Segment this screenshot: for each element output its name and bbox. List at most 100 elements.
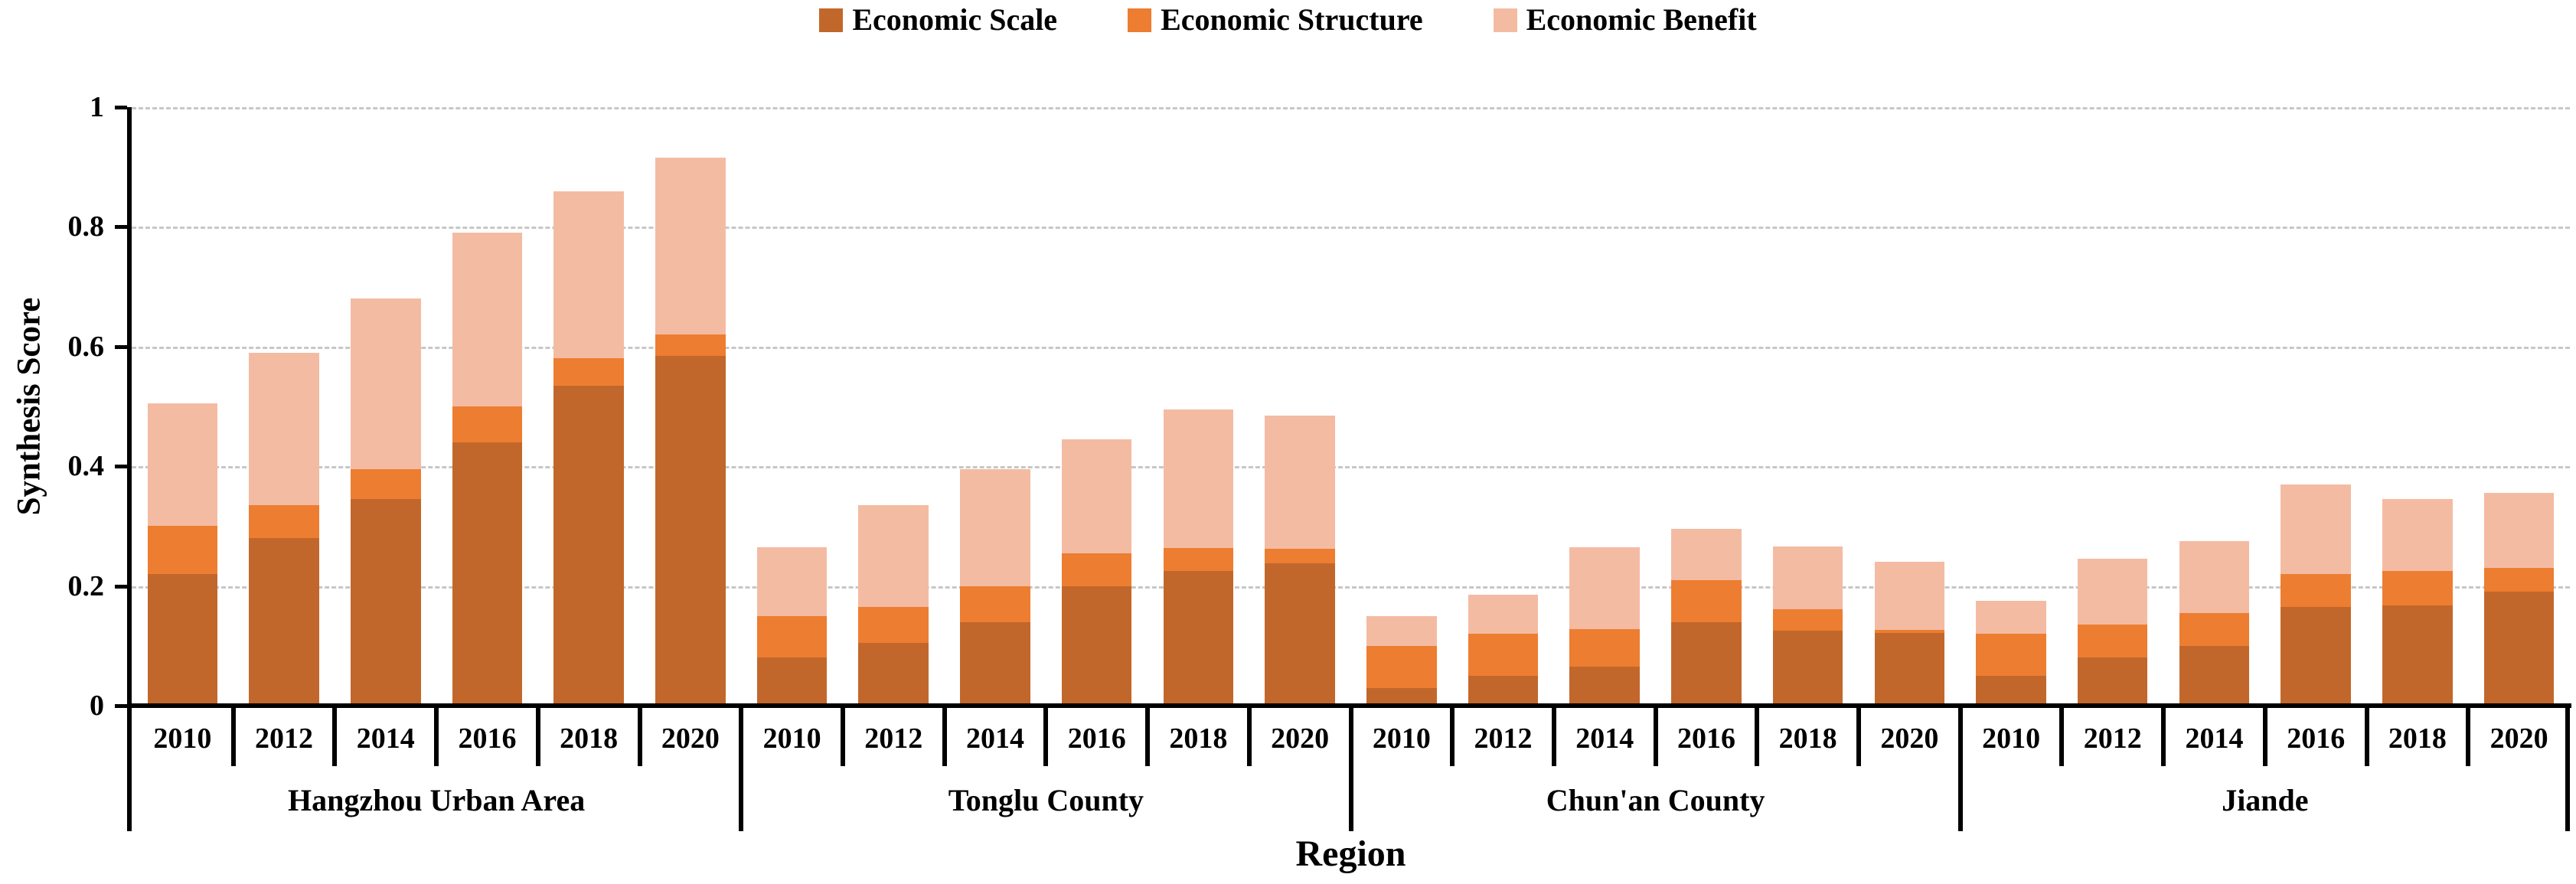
bar-jiande-2016	[2281, 107, 2351, 706]
x-tick-year-label: 2012	[2083, 723, 2142, 755]
x-tick-year-label: 2010	[153, 723, 212, 755]
x-tick-year-label: 2012	[1474, 723, 1533, 755]
bar-slot	[436, 107, 538, 706]
year-separator-line	[1145, 703, 1151, 766]
year-separator-line	[1856, 703, 1862, 766]
x-tick-year-label: 2018	[560, 723, 619, 755]
region-label-hangzhou-urban-area: Hangzhou Urban Area	[288, 783, 586, 817]
x-tick-year-label: 2010	[1982, 723, 2041, 755]
bar-slot	[335, 107, 436, 706]
bar-segment-economic-structure	[756, 615, 828, 658]
region-label-tonglu-county: Tonglu County	[948, 783, 1144, 817]
bar-segment-economic-benefit	[858, 505, 929, 607]
bar-segment-economic-structure	[1163, 548, 1234, 572]
bar-segment-economic-structure	[858, 606, 929, 643]
bar-segment-economic-benefit	[1163, 409, 1234, 549]
bar-segment-economic-benefit	[1265, 415, 1335, 550]
gridline	[132, 107, 2570, 109]
y-tick-label: 0.4	[67, 450, 105, 483]
bar-segment-economic-benefit	[655, 158, 726, 335]
bar-slot	[2163, 107, 2265, 706]
bar-segment-economic-scale	[1976, 675, 2046, 706]
bar-slot	[1249, 107, 1351, 706]
legend-label: Economic Structure	[1161, 2, 1423, 37]
year-separator-line	[1043, 703, 1049, 766]
bar-chun-an-county-2018	[1772, 107, 1843, 706]
legend: Economic Scale Economic Structure Economic…	[0, 2, 2576, 38]
bar-hangzhou-urban-area-2010	[147, 107, 218, 706]
bar-hangzhou-urban-area-2014	[350, 107, 421, 706]
bar-segment-economic-scale	[1265, 563, 1335, 706]
bar-segment-economic-structure	[350, 469, 421, 500]
bar-segment-economic-benefit	[147, 403, 218, 527]
x-tick-year-label: 2018	[2388, 723, 2447, 755]
bar-segment-economic-benefit	[350, 298, 421, 470]
year-separator-line	[2059, 703, 2065, 766]
x-tick-year-label: 2016	[2287, 723, 2346, 755]
gridline	[132, 346, 2570, 349]
bar-segment-economic-scale	[452, 442, 523, 706]
bar-segment-economic-benefit	[1772, 546, 1843, 610]
bar-tonglu-county-2014	[960, 107, 1030, 706]
x-tick-year-label: 2010	[1372, 723, 1431, 755]
bar-segment-economic-structure	[2382, 571, 2453, 605]
bar-slot	[640, 107, 742, 706]
year-separator-line	[1653, 703, 1658, 766]
y-tick-mark	[115, 465, 127, 469]
year-separator-line	[2466, 703, 2471, 766]
year-separator-line	[2161, 703, 2166, 766]
bar-segment-economic-benefit	[1061, 439, 1132, 553]
bar-segment-economic-benefit	[1468, 595, 1539, 634]
year-separator-line	[535, 703, 540, 766]
bar-segment-economic-scale	[1874, 632, 1945, 706]
region-separator-line	[2565, 703, 2570, 831]
bar-segment-economic-structure	[1366, 645, 1437, 688]
bar-chun-an-county-2016	[1671, 107, 1742, 706]
bar-slot	[2366, 107, 2468, 706]
legend-item-economic-structure: Economic Structure	[1128, 2, 1423, 38]
y-tick-label: 0.2	[67, 569, 105, 602]
bar-segment-economic-structure	[2179, 612, 2250, 646]
bar-segment-economic-benefit	[249, 352, 319, 506]
bar-segment-economic-scale	[249, 538, 319, 706]
bar-segment-economic-scale	[960, 621, 1030, 706]
x-tick-year-label: 2014	[2185, 723, 2244, 755]
bar-jiande-2020	[2483, 107, 2555, 706]
bar-segment-economic-benefit	[2483, 493, 2555, 569]
bar-jiande-2010	[1976, 107, 2046, 706]
bar-tonglu-county-2020	[1265, 107, 1335, 706]
region-label-jiande: Jiande	[2222, 783, 2309, 817]
bar-segment-economic-structure	[249, 505, 319, 539]
bar-segment-economic-benefit	[2077, 559, 2148, 625]
bar-segment-economic-benefit	[2281, 484, 2351, 574]
x-tick-year-label: 2014	[356, 723, 415, 755]
bar-segment-economic-structure	[2483, 568, 2555, 592]
bar-slot	[1961, 107, 2062, 706]
bar-hangzhou-urban-area-2018	[553, 107, 624, 706]
bar-segment-economic-benefit	[1671, 529, 1742, 580]
bar-slot	[538, 107, 640, 706]
bar-slot	[132, 107, 233, 706]
bar-segment-economic-structure	[655, 334, 726, 356]
bar-jiande-2018	[2382, 107, 2453, 706]
y-tick-mark	[115, 584, 127, 589]
bar-segment-economic-structure	[1061, 553, 1132, 586]
bar-tonglu-county-2012	[858, 107, 929, 706]
x-tick-year-label: 2012	[255, 723, 314, 755]
legend-item-economic-benefit: Economic Benefit	[1493, 2, 1757, 38]
gridline	[132, 586, 2570, 589]
bar-slot	[1350, 107, 1452, 706]
bar-slot	[1859, 107, 1961, 706]
y-tick-mark	[115, 344, 127, 349]
bar-segment-economic-scale	[553, 385, 624, 706]
plot-area	[132, 107, 2570, 706]
legend-swatch-icon	[819, 8, 844, 32]
bar-chun-an-county-2014	[1569, 107, 1640, 706]
year-separator-line	[332, 703, 338, 766]
bar-segment-economic-scale	[2483, 592, 2555, 706]
bar-segment-economic-benefit	[1874, 562, 1945, 630]
bar-jiande-2014	[2179, 107, 2250, 706]
bar-segment-economic-structure	[2281, 573, 2351, 607]
region-separator-line	[1348, 703, 1353, 831]
bar-segment-economic-structure	[1976, 634, 2046, 676]
